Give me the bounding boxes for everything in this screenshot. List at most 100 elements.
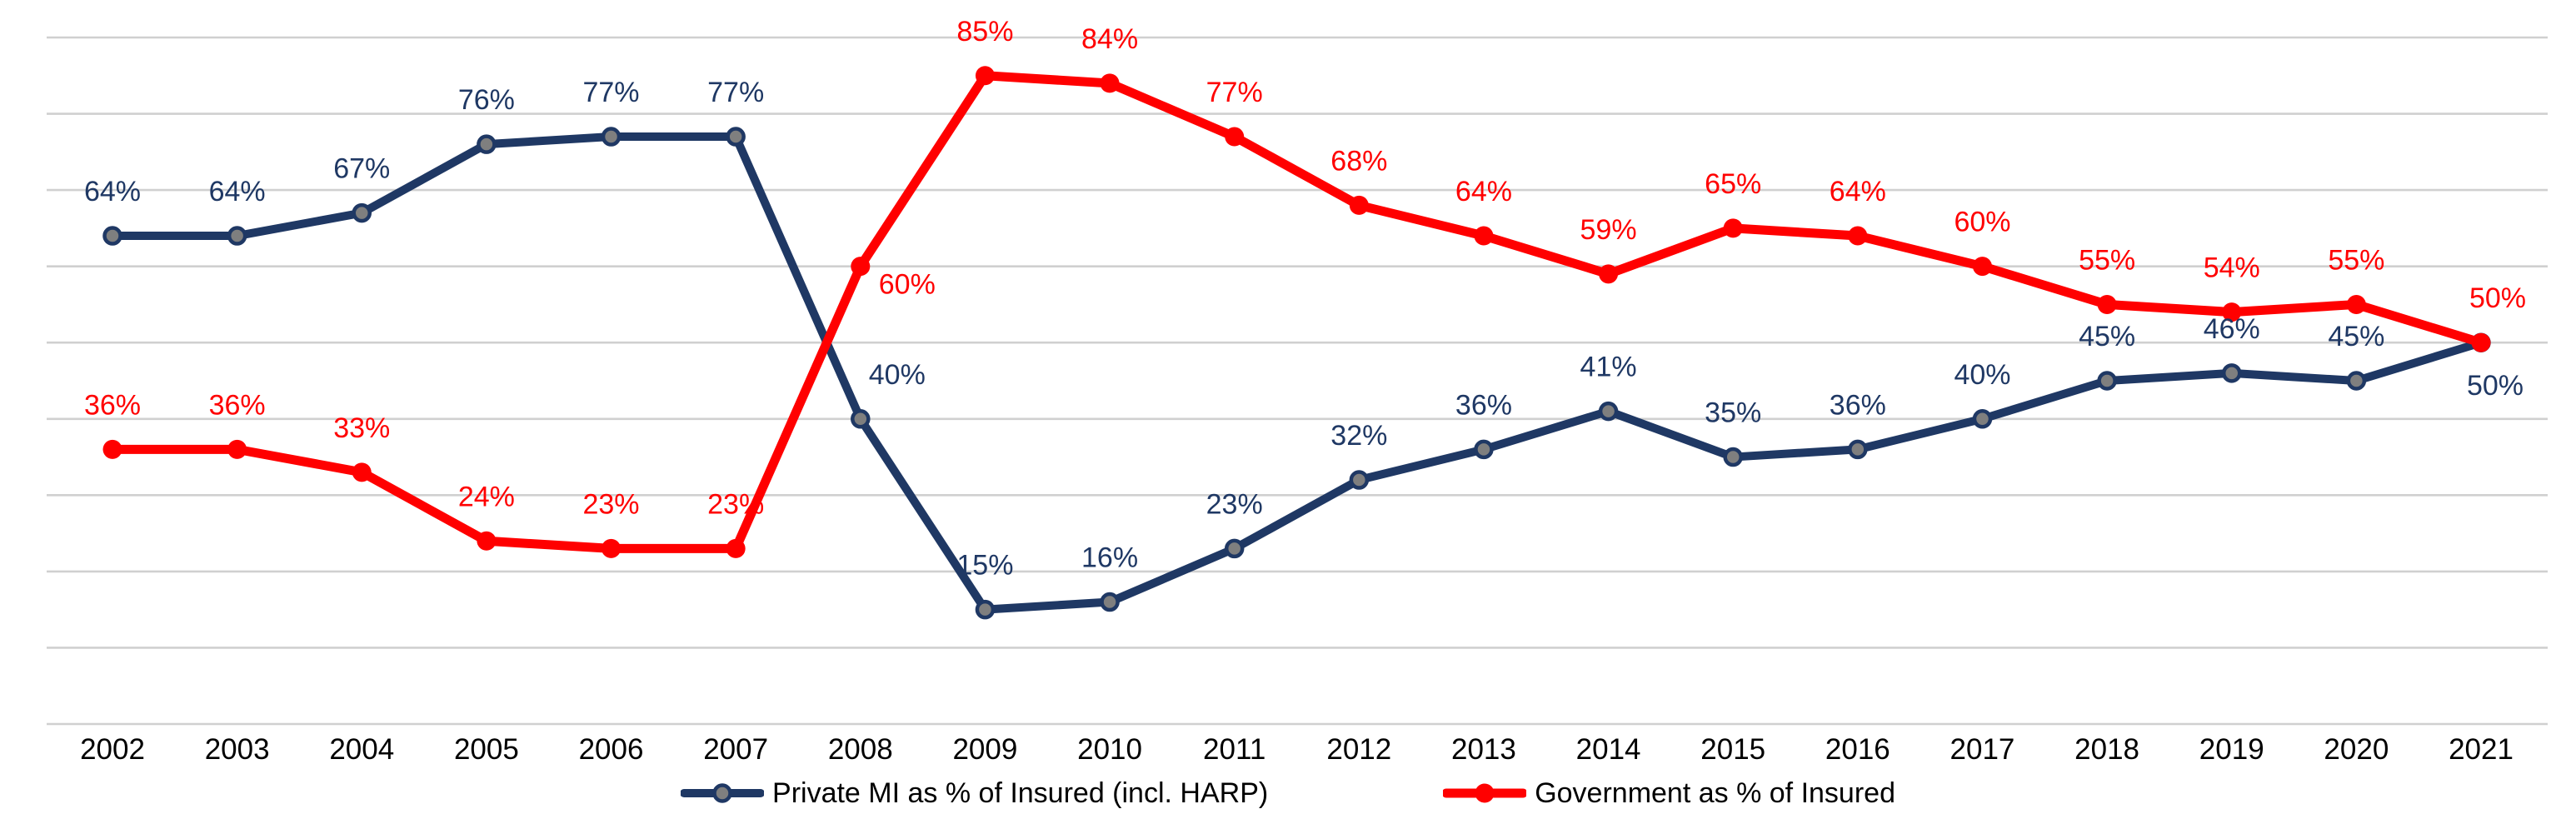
private-mi-marker: [102, 226, 122, 246]
government-marker: [1972, 257, 1992, 277]
government-marker: [352, 462, 372, 482]
government-marker: [1474, 226, 1494, 246]
private-mi-marker: [227, 226, 247, 246]
government-data-label: 55%: [2079, 244, 2135, 276]
x-axis-label: 2009: [952, 733, 1017, 766]
government-data-label: 36%: [84, 389, 141, 421]
private-mi-marker: [477, 134, 497, 154]
government-series-line: [107, 71, 2486, 553]
private-mi-data-label: 64%: [84, 176, 141, 207]
x-axis-label: 2007: [703, 733, 768, 766]
government-data-label: 36%: [209, 389, 266, 421]
government-data-label: 23%: [707, 488, 764, 520]
private-mi-marker: [975, 599, 996, 620]
legend-item-private-mi: Private MI as % of Insured (incl. HARP): [681, 777, 1268, 810]
private-mi-marker: [2346, 371, 2367, 391]
private-mi-marker: [851, 409, 871, 429]
private-mi-marker: [1723, 447, 1743, 467]
x-axis-label: 2006: [579, 733, 644, 766]
government-data-label: 65%: [1705, 168, 1761, 200]
government-marker: [1723, 218, 1743, 238]
government-marker: [851, 257, 871, 277]
government-data-label: 64%: [1455, 176, 1512, 207]
private-mi-data-label: 46%: [2204, 313, 2260, 345]
private-mi-data-label: 76%: [458, 84, 515, 116]
legend-label-government: Government as % of Insured: [1535, 777, 1895, 809]
private-mi-marker: [1848, 439, 1868, 460]
private-mi-data-label: 41%: [1580, 352, 1637, 383]
private-mi-data-label: 35%: [1705, 397, 1761, 429]
private-mi-marker: [1349, 470, 1370, 490]
legend-line-marker-private-mi-icon: [681, 783, 765, 803]
government-marker: [2346, 294, 2366, 314]
x-axis-label: 2003: [205, 733, 270, 766]
legend-line-marker-government-icon: [1443, 783, 1527, 803]
government-marker: [1225, 127, 1245, 147]
government-data-label: 60%: [879, 269, 936, 301]
x-axis-label: 2020: [2324, 733, 2389, 766]
private-mi-data-label: 77%: [707, 77, 764, 108]
government-data-label: 33%: [333, 412, 390, 444]
private-mi-legend-dot: [712, 783, 732, 803]
government-marker: [1100, 73, 1120, 93]
private-mi-data-label: 16%: [1081, 542, 1138, 574]
private-mi-marker: [2221, 363, 2242, 383]
x-axis-label: 2013: [1451, 733, 1516, 766]
private-mi-series-line: [108, 132, 2485, 614]
x-axis-label: 2018: [2074, 733, 2139, 766]
private-mi-marker: [1100, 592, 1120, 612]
private-mi-data-label: 64%: [209, 176, 266, 207]
x-axis-label: 2012: [1326, 733, 1391, 766]
private-mi-marker: [601, 127, 622, 147]
private-mi-data-label: 50%: [2467, 370, 2524, 402]
private-mi-marker: [1474, 439, 1494, 460]
government-data-label: 77%: [1206, 77, 1263, 108]
legend-label-private-mi: Private MI as % of Insured (incl. HARP): [772, 777, 1269, 809]
private-mi-data-label: 45%: [2079, 321, 2135, 352]
x-axis-label: 2017: [1950, 733, 2015, 766]
government-data-label: 24%: [458, 481, 515, 512]
private-mi-data-label: 40%: [1954, 359, 2010, 391]
x-axis-label: 2005: [454, 733, 519, 766]
private-mi-marker: [1224, 538, 1245, 559]
private-mi-data-label: 36%: [1455, 389, 1512, 421]
government-marker: [2222, 302, 2242, 322]
government-data-label: 68%: [1330, 145, 1387, 177]
private-mi-data-label: 36%: [1830, 389, 1886, 421]
private-mi-data-label: 67%: [333, 153, 390, 185]
government-marker: [1349, 195, 1369, 215]
private-mi-marker: [1972, 409, 1993, 429]
private-mi-marker: [352, 202, 372, 223]
x-axis-label: 2015: [1700, 733, 1765, 766]
government-marker: [1848, 226, 1868, 246]
government-marker: [1599, 264, 1619, 284]
government-marker: [726, 538, 746, 558]
government-marker: [102, 439, 122, 459]
government-legend-dot: [1475, 783, 1495, 803]
x-axis-label: 2008: [828, 733, 893, 766]
government-data-label: 64%: [1830, 176, 1886, 207]
government-marker: [227, 439, 247, 459]
government-marker: [975, 66, 995, 86]
x-axis-label: 2019: [2199, 733, 2264, 766]
government-marker: [2097, 294, 2117, 314]
x-axis-label: 2021: [2449, 733, 2514, 766]
private-mi-data-label: 15%: [956, 550, 1013, 582]
government-data-label: 84%: [1081, 23, 1138, 55]
chart-legend: Private MI as % of Insured (incl. HARP) …: [0, 773, 2576, 813]
government-marker: [477, 531, 497, 551]
government-marker: [602, 538, 622, 558]
private-mi-data-label: 23%: [1206, 488, 1263, 520]
x-axis-label: 2010: [1077, 733, 1142, 766]
government-data-label: 50%: [2469, 282, 2526, 314]
private-mi-marker: [1598, 401, 1619, 422]
government-data-label: 59%: [1580, 214, 1637, 246]
x-axis-label: 2002: [80, 733, 145, 766]
x-axis-label: 2014: [1576, 733, 1641, 766]
x-axis-label: 2011: [1203, 733, 1266, 766]
private-mi-data-label: 77%: [582, 77, 639, 108]
government-data-label: 55%: [2328, 244, 2384, 276]
private-mi-data-label: 45%: [2328, 321, 2384, 352]
private-mi-marker: [2097, 371, 2117, 391]
